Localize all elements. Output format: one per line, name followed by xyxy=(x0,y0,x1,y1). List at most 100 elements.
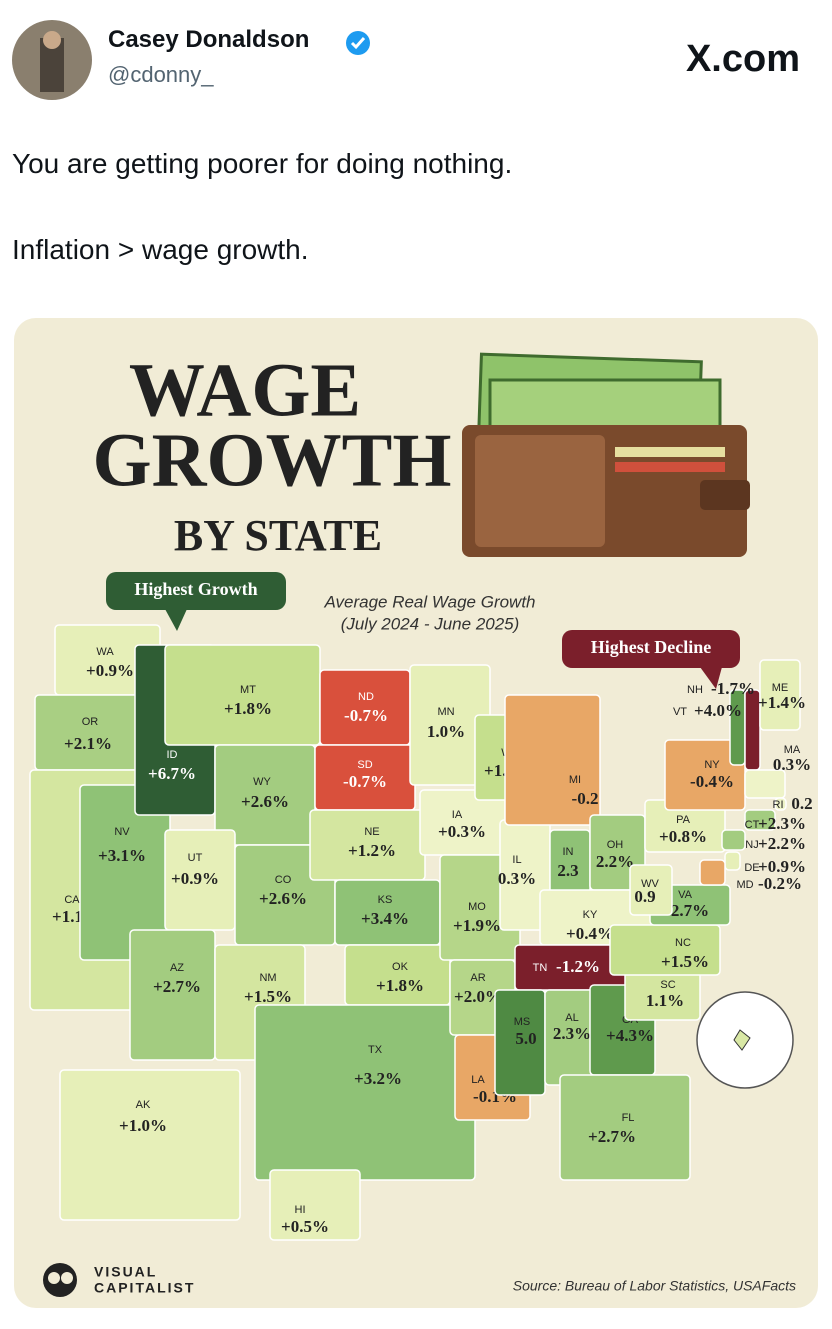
state-value: +2.7% xyxy=(153,977,201,996)
state-value: +1.8% xyxy=(376,976,424,995)
state-abbr: NM xyxy=(259,972,276,984)
tweet-text: Inflation > wage growth. xyxy=(12,234,309,265)
state-region[interactable] xyxy=(744,809,776,831)
state-abbr: SD xyxy=(357,759,372,771)
state-region[interactable] xyxy=(34,694,141,771)
state-value: 1.1% xyxy=(646,991,684,1010)
state-abbr: IN xyxy=(563,846,574,858)
state-region[interactable] xyxy=(744,769,786,799)
state-value: +2.7% xyxy=(588,1127,636,1146)
state-abbr: TN xyxy=(533,962,548,974)
state-value: +2.6% xyxy=(241,792,289,811)
state-abbr: IL xyxy=(512,854,521,866)
state-region[interactable] xyxy=(759,659,801,731)
state-value: 1.0% xyxy=(427,722,465,741)
state-abbr: MO xyxy=(468,901,486,913)
state-abbr: MA xyxy=(784,744,801,756)
state-value: +4.0% xyxy=(694,701,742,720)
state-value: +3.2% xyxy=(354,1069,402,1088)
state-value: +2.2% xyxy=(758,834,806,853)
author-handle[interactable]: @cdonny_ xyxy=(108,62,214,87)
state-abbr: SC xyxy=(660,979,675,991)
state-abbr: RI xyxy=(773,799,784,811)
state-value: +2.0% xyxy=(454,987,502,1006)
verified-badge xyxy=(346,31,370,55)
title: BY STATE xyxy=(174,511,382,560)
state-value: +0.8% xyxy=(659,827,707,846)
state-region[interactable] xyxy=(59,1069,241,1221)
title: GROWTH xyxy=(93,418,452,502)
state-abbr: LA xyxy=(471,1074,485,1086)
tweet-text: You are getting poorer for doing nothing… xyxy=(12,148,513,179)
state-value: -0.2 xyxy=(572,789,599,808)
state-abbr: NY xyxy=(704,759,720,771)
state-value: +0.9% xyxy=(86,661,134,680)
state-abbr: AL xyxy=(565,1012,578,1024)
state-value: -1.2% xyxy=(556,957,600,976)
state-value: +2.3% xyxy=(758,814,806,833)
brand: X.com xyxy=(685,38,800,80)
state-value: +2.1% xyxy=(64,734,112,753)
state-abbr: MN xyxy=(437,706,454,718)
state-region[interactable] xyxy=(269,1169,361,1241)
state-value: +3.4% xyxy=(361,909,409,928)
state-abbr: VT xyxy=(673,706,687,718)
state-abbr: WA xyxy=(96,646,114,658)
state-abbr: AK xyxy=(136,1099,151,1111)
state-abbr: MD xyxy=(736,879,753,891)
state-region[interactable] xyxy=(504,694,601,826)
state-abbr: NC xyxy=(675,937,691,949)
state-abbr: HI xyxy=(295,1204,306,1216)
state-abbr: MT xyxy=(240,684,256,696)
state-region[interactable] xyxy=(629,864,673,916)
state-value: +0.9% xyxy=(758,857,806,876)
state-abbr: ID xyxy=(167,749,178,761)
state-region[interactable] xyxy=(254,1004,476,1181)
callout-label: Highest Growth xyxy=(134,579,257,599)
state-value: +0.9% xyxy=(171,869,219,888)
state-abbr: UT xyxy=(188,852,203,864)
state-value: +1.4% xyxy=(758,693,806,712)
state-abbr: OH xyxy=(607,839,624,851)
state-region[interactable] xyxy=(774,797,787,811)
state-abbr: MS xyxy=(514,1016,531,1028)
state-value: 0.9 xyxy=(634,887,655,906)
state-abbr: KY xyxy=(583,909,598,921)
state-value: +1.0% xyxy=(119,1116,167,1135)
state-value: +4.3% xyxy=(606,1026,654,1045)
state-abbr: IA xyxy=(452,809,463,821)
state-value: +1.5% xyxy=(244,987,292,1006)
state-region[interactable] xyxy=(724,851,741,871)
logo: VISUAL xyxy=(94,1264,157,1280)
infographic[interactable]: WAGE GROWTH BY STATE Highest Growth Aver… xyxy=(14,318,818,1308)
state-value: +6.7% xyxy=(148,764,196,783)
avatar[interactable] xyxy=(12,20,92,100)
state-abbr: WV xyxy=(641,878,659,890)
state-abbr: KS xyxy=(378,894,393,906)
state-value: +0.4% xyxy=(566,924,614,943)
state-value: 0.3% xyxy=(498,869,536,888)
state-abbr: CA xyxy=(64,894,80,906)
state-abbr: TX xyxy=(368,1044,383,1056)
state-value: +0.3% xyxy=(438,822,486,841)
state-value: -0.2% xyxy=(758,874,802,893)
state-region[interactable] xyxy=(559,1074,691,1181)
state-abbr: DE xyxy=(744,862,759,874)
state-abbr: ND xyxy=(358,691,374,703)
state-region[interactable] xyxy=(721,829,746,851)
logo: CAPITALIST xyxy=(94,1280,195,1296)
state-value: +1.2% xyxy=(348,841,396,860)
state-abbr: NE xyxy=(364,826,379,838)
state-value: 0.2 xyxy=(791,794,812,813)
author-name[interactable]: Casey Donaldson xyxy=(108,26,310,53)
state-abbr: FL xyxy=(622,1112,635,1124)
state-abbr: WY xyxy=(253,776,271,788)
source: Source: Bureau of Labor Statistics, USAF… xyxy=(513,1278,796,1294)
state-value: +3.1% xyxy=(98,846,146,865)
state-abbr: VA xyxy=(678,889,693,901)
state-abbr: CO xyxy=(275,874,292,886)
state-abbr: AR xyxy=(470,972,485,984)
state-region[interactable] xyxy=(699,859,726,886)
state-value: +2.6% xyxy=(259,889,307,908)
